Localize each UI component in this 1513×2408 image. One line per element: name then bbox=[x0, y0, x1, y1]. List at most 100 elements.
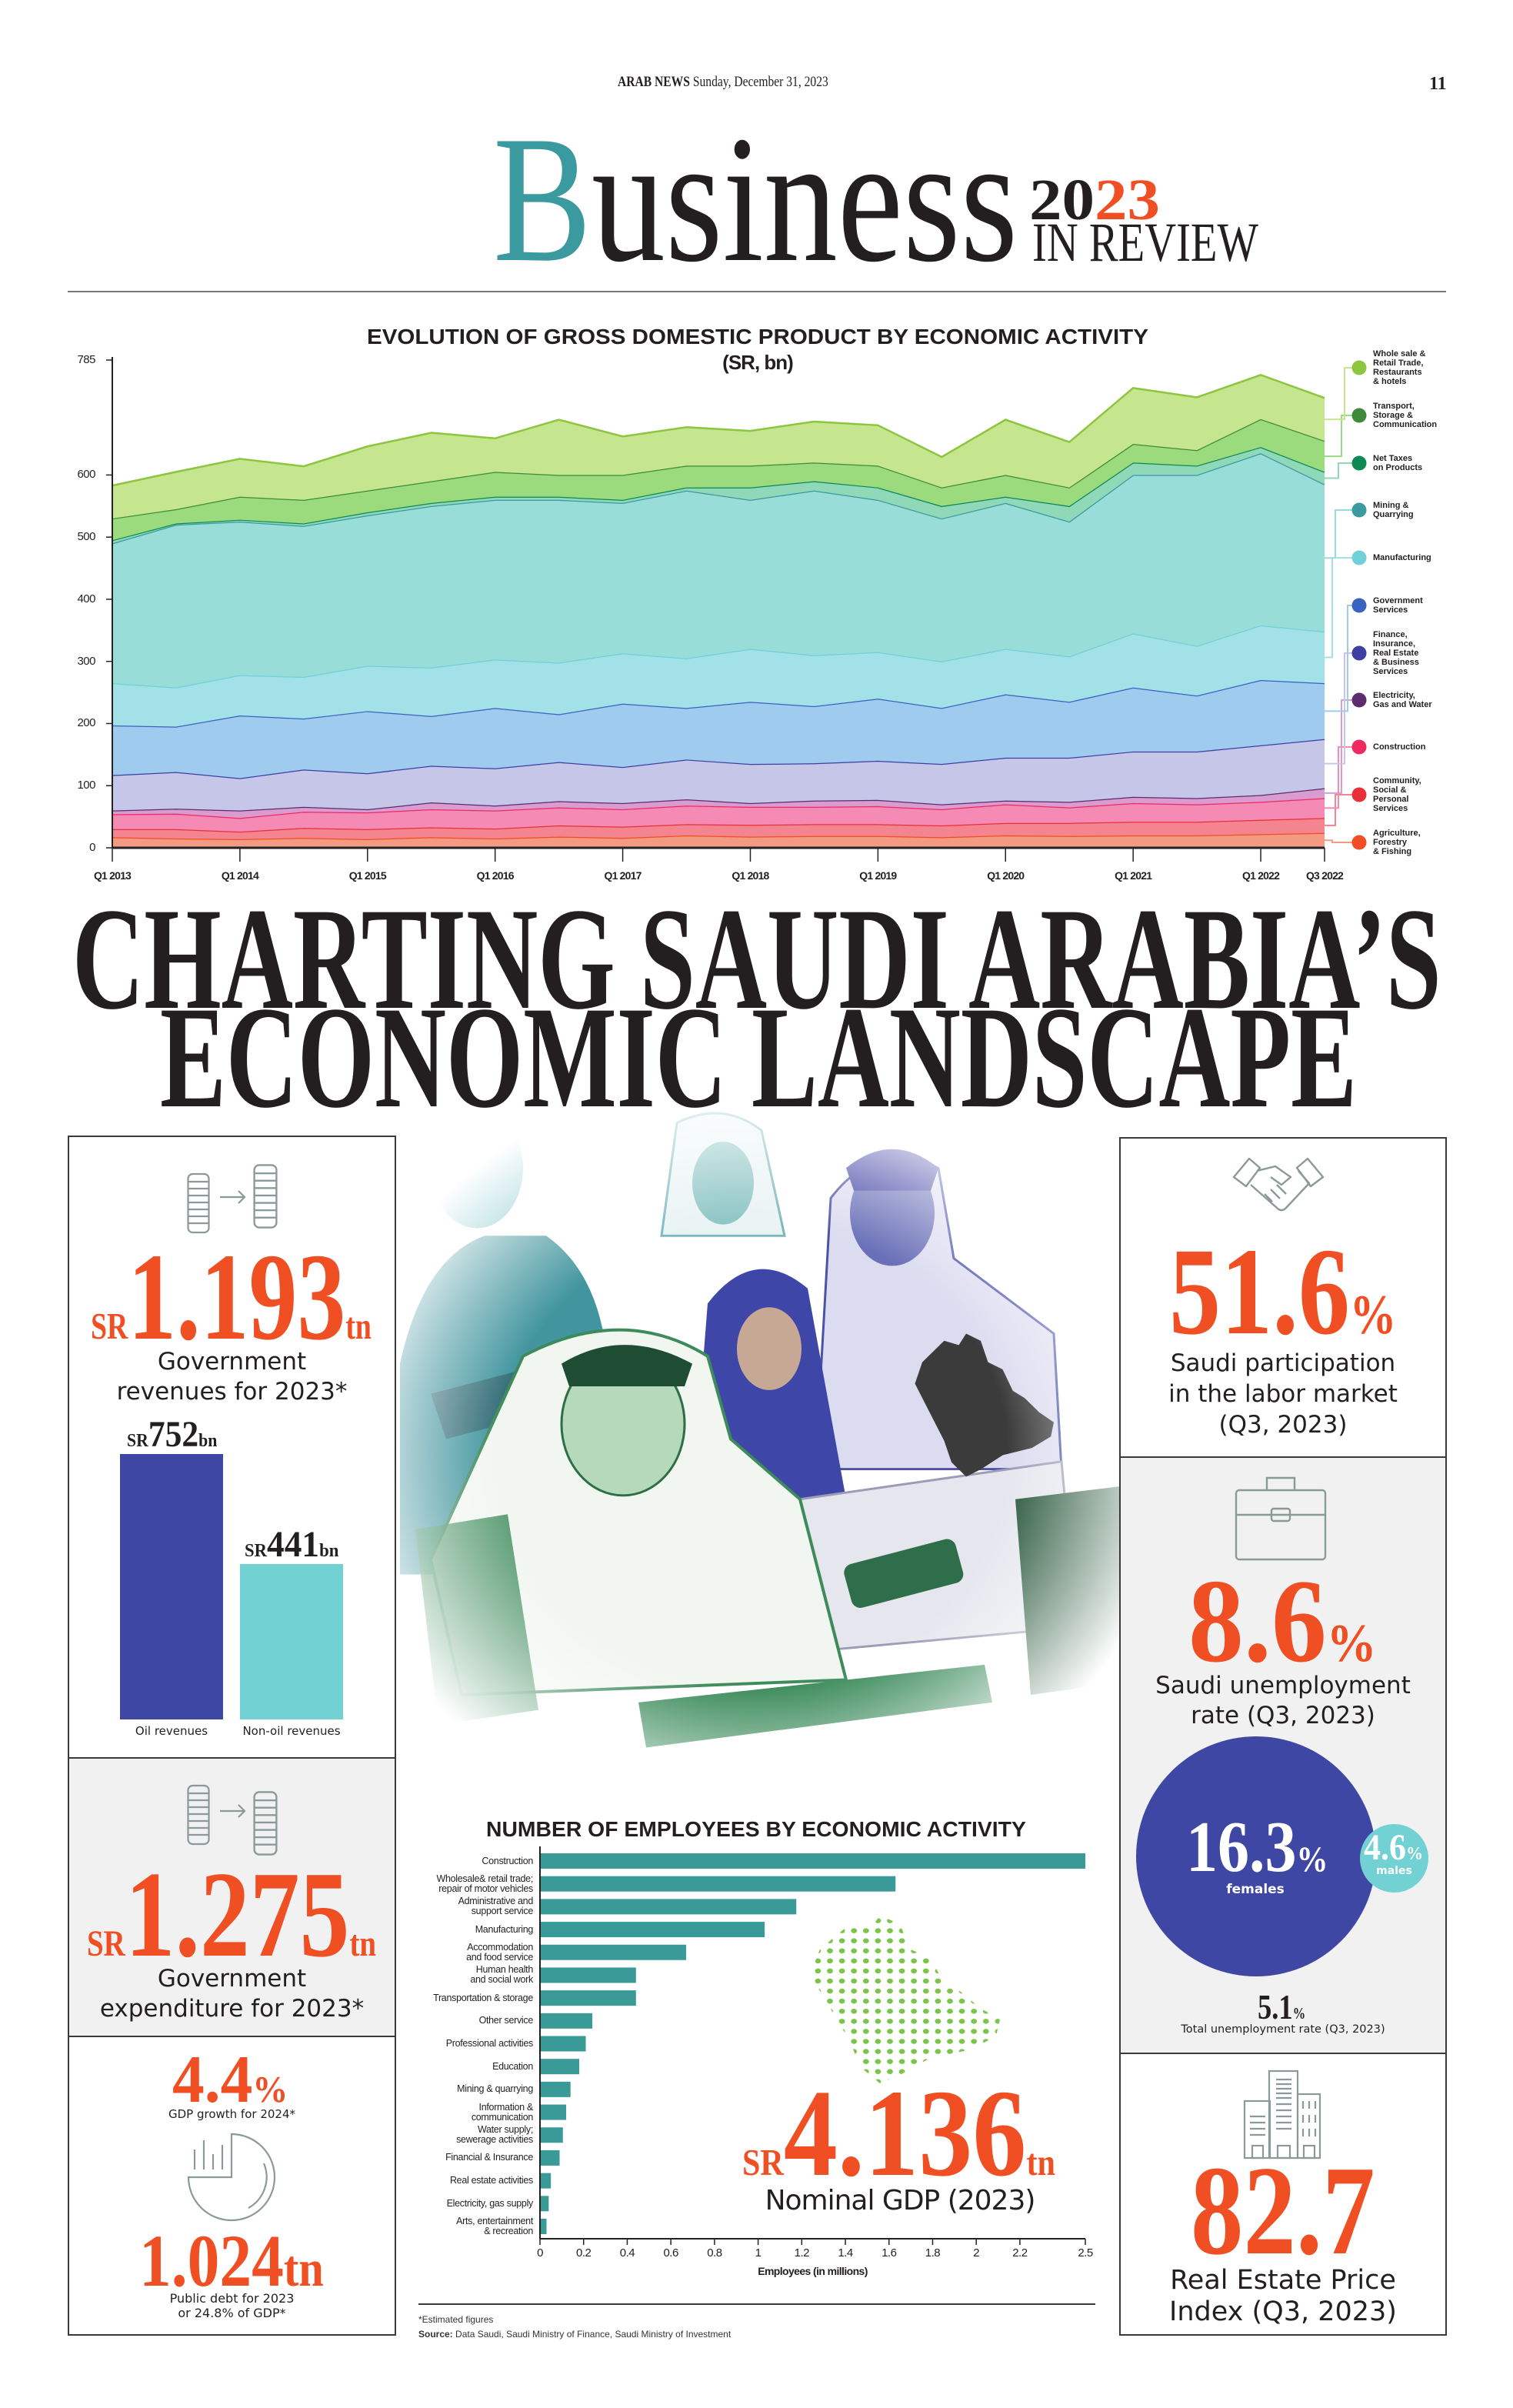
category-label: Other service bbox=[478, 2015, 534, 2026]
employee-bar bbox=[540, 1944, 687, 1960]
unit-suffix: bn bbox=[319, 1540, 339, 1561]
gdp-chart-title: EVOLUTION OF GROSS DOMESTIC PRODUCT BY E… bbox=[367, 326, 1148, 348]
employee-bar bbox=[540, 1922, 765, 1938]
x-tick-label: 1.6 bbox=[881, 2246, 897, 2260]
legend-label: Whole sale & Retail Trade, Restaurants &… bbox=[1373, 349, 1426, 386]
y-tick-label: 100 bbox=[77, 779, 95, 792]
employee-bar bbox=[540, 2104, 567, 2120]
unit-suffix: bn bbox=[198, 1431, 217, 1451]
nominal-gdp-label: Nominal GDP (2023) bbox=[765, 2185, 1036, 2216]
legend-label: Finance, Insurance, Real Estate & Busine… bbox=[1373, 630, 1419, 676]
legend-dot bbox=[1351, 645, 1367, 661]
percent-sign: % bbox=[252, 2069, 288, 2110]
unemployment-value: 8.6% bbox=[1188, 1562, 1377, 1681]
employee-bar bbox=[540, 2059, 580, 2075]
percent-sign: % bbox=[1292, 2006, 1306, 2023]
dotted-saudi-map bbox=[810, 1916, 1000, 2083]
males-number: 4.6 bbox=[1364, 1827, 1406, 1868]
coin-stack-grow-icon bbox=[187, 1163, 278, 1234]
employee-bar bbox=[540, 2173, 552, 2189]
area-series-3 bbox=[112, 788, 1325, 819]
gdp-growth-label: GDP growth for 2024* bbox=[168, 2107, 295, 2121]
employee-bar bbox=[540, 1990, 636, 2006]
percent-sign: % bbox=[1406, 1844, 1423, 1864]
legend-dot bbox=[1351, 408, 1367, 423]
pie-chart-icon bbox=[187, 2133, 276, 2222]
issue-date: Sunday, December 31, 2023 bbox=[692, 74, 828, 90]
x-tick-label: 2 bbox=[973, 2246, 980, 2260]
category-label: Human health and social work bbox=[470, 1964, 533, 1986]
public-debt-label: Public debt for 2023 or 24.8% of GDP* bbox=[169, 2291, 295, 2320]
unemployment-label: Saudi unemployment rate (Q3, 2023) bbox=[1155, 1672, 1411, 1729]
publication-name: ARAB NEWS bbox=[618, 74, 690, 90]
legend-label: Community, Social & Personal Services bbox=[1373, 776, 1421, 813]
source-label: Source: bbox=[418, 2329, 453, 2340]
unit-suffix: tn bbox=[1026, 2142, 1055, 2183]
x-tick-label: Q1 2021 bbox=[1115, 869, 1152, 882]
employee-bar bbox=[540, 1876, 896, 1892]
area-series-7 bbox=[112, 453, 1325, 688]
section-title-rest: usiness bbox=[591, 99, 1018, 300]
category-label: Arts, entertainment & recreation bbox=[456, 2216, 533, 2236]
y-tick-label: 600 bbox=[77, 468, 95, 482]
area-series-2 bbox=[112, 798, 1325, 832]
x-tick-label: 1.4 bbox=[838, 2246, 853, 2260]
legend-label: Government Services bbox=[1373, 596, 1423, 615]
category-label: Accommodation and food service bbox=[466, 1941, 533, 1963]
males-unemployment-value: 4.6% bbox=[1364, 1829, 1423, 1866]
labor-participation-label: Saudi participation in the labor market … bbox=[1168, 1349, 1398, 1439]
total-unemployment-value: 5.1% bbox=[1258, 1989, 1306, 2025]
in-review-text: IN REVIEW bbox=[1032, 212, 1258, 273]
category-label: Wholesale& retail trade; repair of motor… bbox=[436, 1873, 533, 1894]
series-line-2 bbox=[112, 797, 1325, 819]
real-estate-panel bbox=[1119, 2053, 1447, 2336]
category-label: Real estate activities bbox=[449, 2175, 533, 2186]
footer-divider bbox=[418, 2303, 1095, 2305]
x-tick-label: Q1 2022 bbox=[1241, 869, 1280, 882]
percent-sign: % bbox=[1296, 1839, 1328, 1879]
females-number: 16.3 bbox=[1186, 1807, 1297, 1887]
legend-connector bbox=[1325, 415, 1352, 458]
females-label: females bbox=[1226, 1882, 1285, 1897]
gdp-chart-title-text: EVOLUTION OF GROSS DOMESTIC PRODUCT BY E… bbox=[367, 325, 1148, 349]
employees-chart-title: NUMBER OF EMPLOYEES BY ECONOMIC ACTIVITY bbox=[486, 1819, 1026, 1840]
handshake-icon bbox=[1232, 1157, 1325, 1212]
employee-bar bbox=[540, 2219, 547, 2234]
x-tick-label: Q1 2015 bbox=[348, 869, 387, 882]
revenue-bar-label: Oil revenues bbox=[135, 1724, 208, 1738]
revenue-number: 752 bbox=[148, 1414, 198, 1455]
legend-label: Construction bbox=[1373, 742, 1426, 752]
unemployment-number: 8.6 bbox=[1188, 1555, 1327, 1687]
y-tick-label: 500 bbox=[77, 530, 95, 544]
area-series-6 bbox=[112, 625, 1325, 727]
x-tick-label: Q1 2013 bbox=[93, 869, 132, 882]
revenue-number: 441 bbox=[267, 1523, 320, 1565]
x-tick-label: Q1 2020 bbox=[987, 869, 1025, 882]
y-tick-label: 785 bbox=[77, 353, 95, 366]
x-tick-label: Q1 2014 bbox=[221, 869, 259, 882]
employee-bar bbox=[540, 2081, 571, 2097]
category-label: Transportation & storage bbox=[433, 1992, 533, 2003]
category-label: Financial & Insurance bbox=[445, 2152, 533, 2163]
legend-dot bbox=[1351, 787, 1367, 802]
legend-dot bbox=[1351, 692, 1367, 708]
labor-participation-number: 51.6 bbox=[1169, 1223, 1350, 1361]
area-series-0 bbox=[112, 832, 1325, 848]
gdp-growth-value: 4.4% bbox=[172, 2046, 288, 2114]
unit-suffix: tn bbox=[349, 1923, 377, 1964]
category-label: Construction bbox=[482, 1855, 533, 1866]
footnote: *Estimated figures bbox=[418, 2314, 494, 2325]
legend-label: Net Taxes on Products bbox=[1373, 454, 1423, 472]
total-unemployment-number: 5.1 bbox=[1258, 1987, 1293, 2026]
legend-connector bbox=[1325, 605, 1352, 712]
year-part-red: 23 bbox=[1095, 168, 1160, 232]
males-label: males bbox=[1376, 1865, 1412, 1877]
x-tick-label: 0.4 bbox=[619, 2246, 635, 2260]
employees-bar-chart bbox=[539, 1846, 1086, 2245]
legend-connector bbox=[1325, 462, 1352, 479]
growth-debt-panel bbox=[68, 2036, 396, 2336]
gdp-area-chart bbox=[106, 357, 1367, 862]
area-series-5 bbox=[112, 679, 1325, 779]
legend-label: Transport, Storage & Communication bbox=[1373, 402, 1438, 429]
expenditure-label: Government expenditure for 2023* bbox=[99, 1965, 365, 2023]
